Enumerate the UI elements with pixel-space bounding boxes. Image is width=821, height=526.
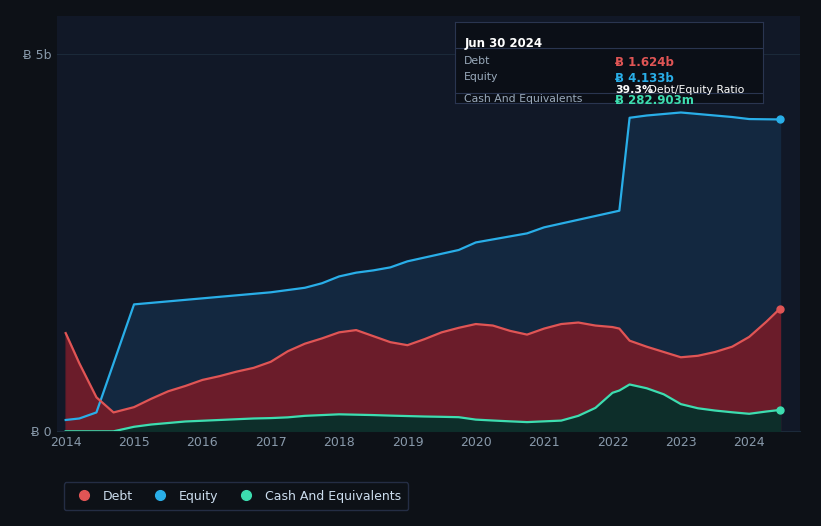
Text: Ƀ 1.624b: Ƀ 1.624b: [615, 56, 674, 69]
Text: Debt/Equity Ratio: Debt/Equity Ratio: [644, 85, 744, 95]
Text: Debt: Debt: [464, 56, 491, 66]
Text: Jun 30 2024: Jun 30 2024: [464, 37, 543, 49]
Text: Equity: Equity: [464, 72, 498, 82]
Text: 39.3%: 39.3%: [615, 85, 654, 95]
Text: Ƀ 4.133b: Ƀ 4.133b: [615, 72, 674, 85]
Legend: Debt, Equity, Cash And Equivalents: Debt, Equity, Cash And Equivalents: [64, 482, 408, 510]
Text: Ƀ 282.903m: Ƀ 282.903m: [615, 94, 695, 107]
Text: Cash And Equivalents: Cash And Equivalents: [464, 94, 583, 104]
